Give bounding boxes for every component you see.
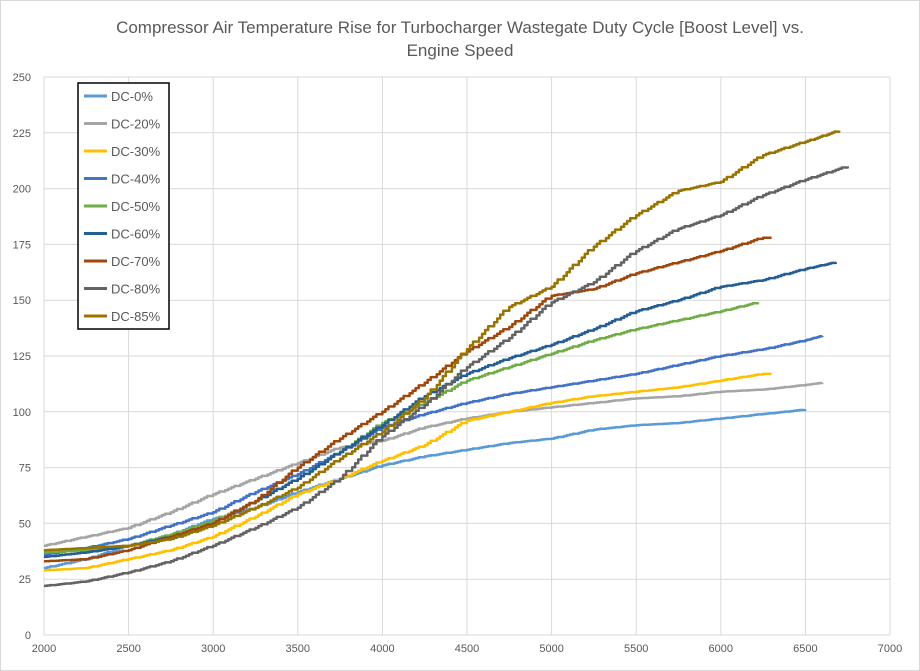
- y-tick-label: 175: [13, 239, 31, 251]
- series-line: [44, 381, 824, 547]
- legend-entry-label: DC-80%: [111, 282, 161, 297]
- y-tick-label: 150: [13, 295, 31, 307]
- series-line: [44, 335, 824, 556]
- legend: DC-0% DC-20% DC-30% DC-40% DC-50% DC-60% DC-70…: [77, 82, 170, 330]
- x-tick-label: 6000: [709, 643, 733, 655]
- y-tick-label: 100: [13, 407, 31, 419]
- x-tick-label: 2000: [32, 643, 56, 655]
- x-tick-label: 5500: [624, 643, 648, 655]
- gridlines: [43, 76, 891, 636]
- x-tick-label: 4000: [370, 643, 394, 655]
- chart-title-line-2: Engine Speed: [407, 41, 514, 60]
- tick-labels: 0 25 50 75 100 125 150 175 200 225 250 2000 2500 3000…: [13, 72, 903, 655]
- legend-entry-label: DC-30%: [111, 144, 161, 159]
- series-line: [44, 236, 773, 563]
- x-tick-label: 3000: [201, 643, 225, 655]
- y-tick-label: 125: [13, 351, 31, 363]
- legend-entry-label: DC-20%: [111, 117, 161, 132]
- y-tick-label: 225: [13, 128, 31, 140]
- y-tick-label: 75: [19, 463, 31, 475]
- series-line: [44, 166, 849, 588]
- y-tick-label: 200: [13, 184, 31, 196]
- legend-entry-label: DC-40%: [111, 172, 161, 187]
- x-tick-label: 3500: [286, 643, 310, 655]
- y-tick-label: 250: [13, 72, 31, 84]
- legend-entry-label: DC-85%: [111, 309, 161, 324]
- y-tick-label: 50: [19, 518, 31, 530]
- x-tick-label: 5000: [539, 643, 563, 655]
- legend-entry-label: DC-60%: [111, 227, 161, 242]
- x-tick-label: 6500: [793, 643, 817, 655]
- series-lines: [44, 130, 849, 588]
- legend-entry-label: DC-70%: [111, 254, 161, 269]
- legend-entry-label: DC-50%: [111, 199, 161, 214]
- x-tick-label: 7000: [878, 643, 902, 655]
- series-line: [44, 130, 841, 552]
- y-tick-label: 0: [25, 630, 31, 642]
- y-tick-label: 25: [19, 574, 31, 586]
- series-line: [44, 372, 773, 572]
- legend-entry-label: DC-0%: [111, 89, 153, 104]
- x-tick-label: 2500: [116, 643, 140, 655]
- x-tick-label: 4500: [455, 643, 479, 655]
- chart-title-line-1: Compressor Air Temperature Rise for Turb…: [116, 18, 804, 37]
